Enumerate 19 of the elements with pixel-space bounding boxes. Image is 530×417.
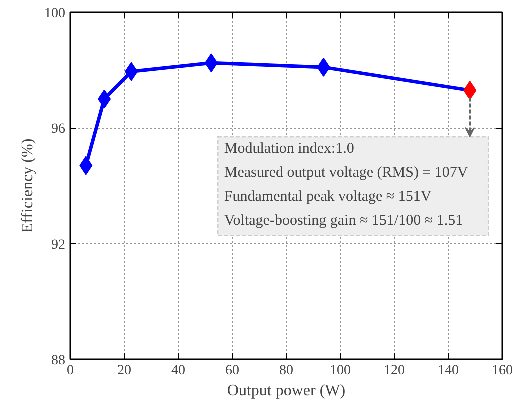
annotation: Modulation index:1.0 <box>224 140 354 157</box>
y-tick-label: 100 <box>44 6 66 22</box>
y-tick-label: 88 <box>52 354 66 368</box>
x-tick-label: 40 <box>172 364 186 378</box>
x-tick-label: 120 <box>384 364 405 378</box>
annotation: Fundamental peak voltage ≈ 151V <box>224 188 432 205</box>
x-tick-label: 140 <box>438 364 459 378</box>
annotation: Voltage-boosting gain ≈ 151/100 ≈ 1.51 <box>224 212 464 229</box>
x-tick-label: 60 <box>226 364 240 378</box>
y-axis-title: Efficiency (%) <box>20 138 36 234</box>
x-axis-title: Output power (W) <box>227 382 346 400</box>
y-tick-label: 96 <box>52 122 66 138</box>
x-tick-label: 0 <box>67 364 74 378</box>
annotation: Measured output voltage (RMS) = 107V <box>224 164 468 181</box>
x-tick-label: 20 <box>118 364 132 378</box>
x-tick-label: 80 <box>280 364 294 378</box>
y-tick-label: 92 <box>52 238 66 253</box>
x-tick-label: 160 <box>492 364 513 378</box>
x-tick-label: 100 <box>330 364 351 378</box>
